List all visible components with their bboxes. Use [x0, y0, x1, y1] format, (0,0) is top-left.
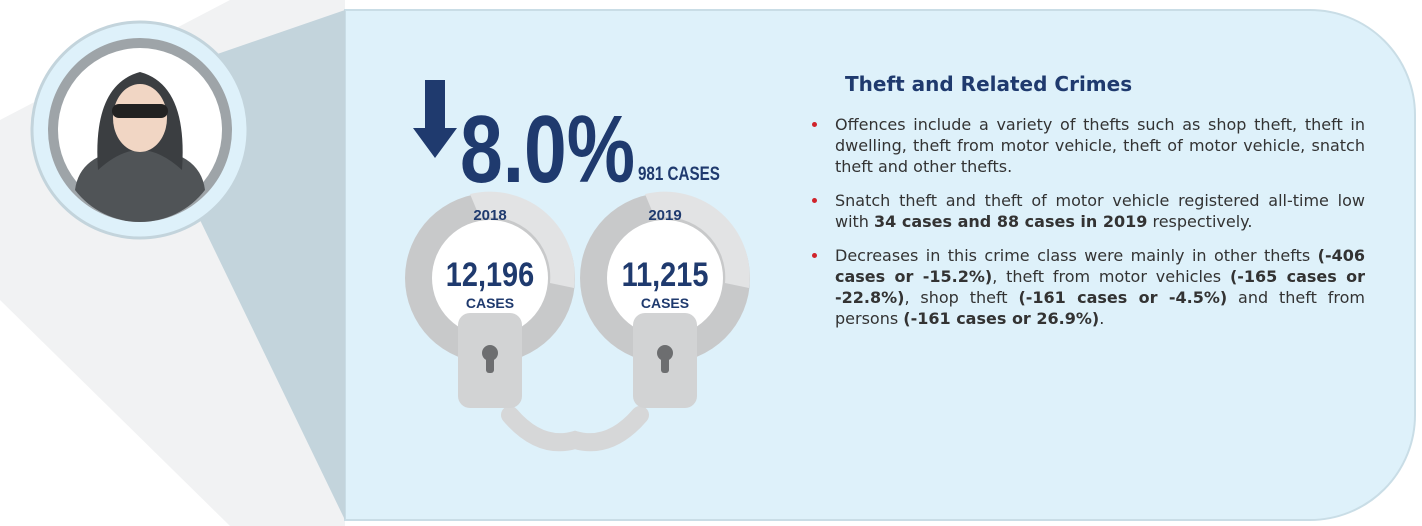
- avatar-body: [75, 148, 205, 223]
- cuff-unit: CASES: [641, 295, 689, 311]
- text: Decreases in this crime class were mainl…: [835, 246, 1318, 265]
- cuff-shade: [645, 191, 750, 288]
- text: , shop theft: [904, 288, 1019, 307]
- bullet-list: Offences include a variety of thefts suc…: [810, 114, 1390, 329]
- bullet: Offences include a variety of thefts suc…: [810, 114, 1365, 177]
- cuff-count: 11,215: [622, 255, 709, 294]
- cuff-inner: [607, 220, 723, 336]
- bold-text: (-161 cases or -4.5%): [1018, 288, 1228, 307]
- bold-text: (-161 cases or 26.9%): [903, 309, 1100, 328]
- text: , theft from motor vehicles: [992, 267, 1230, 286]
- change-value: 8.0%: [460, 96, 635, 203]
- cuff-count: 12,196: [446, 255, 534, 294]
- text: Snatch theft and theft of motor vehicle …: [835, 191, 1365, 231]
- text: and theft from persons: [835, 288, 1365, 328]
- avatar-mask: [112, 104, 168, 118]
- cuff-unit: CASES: [466, 295, 514, 311]
- cuff-year: 2018: [473, 207, 506, 224]
- bullet: Decreases in this crime class were mainl…: [810, 245, 1365, 329]
- change-cases: 981 CASES: [638, 162, 720, 184]
- text-section: Theft and Related Crimes Offences includ…: [810, 72, 1390, 342]
- bullet: Snatch theft and theft of motor vehicle …: [810, 190, 1365, 232]
- keyhole-slot: [486, 353, 494, 373]
- keyhole-slot: [661, 353, 669, 373]
- bold-text: (-406 cases or -15.2%): [835, 246, 1365, 286]
- text: respectively.: [1147, 212, 1253, 231]
- cuff-shade: [470, 191, 575, 288]
- cuff-inner: [432, 220, 548, 336]
- chain: [501, 406, 649, 452]
- down-arrow: [413, 80, 457, 158]
- cuff-year: 2019: [648, 207, 681, 224]
- handcuffs: [501, 406, 649, 452]
- text: .: [1099, 309, 1105, 328]
- bold-text: (-165 cases or -22.8%): [835, 267, 1366, 307]
- section-title: Theft and Related Crimes: [845, 72, 1133, 96]
- panel: [344, 9, 1416, 521]
- bold-text: 34 cases and 88 cases in 2019: [874, 212, 1148, 231]
- text: Offences include a variety of thefts suc…: [835, 115, 1365, 176]
